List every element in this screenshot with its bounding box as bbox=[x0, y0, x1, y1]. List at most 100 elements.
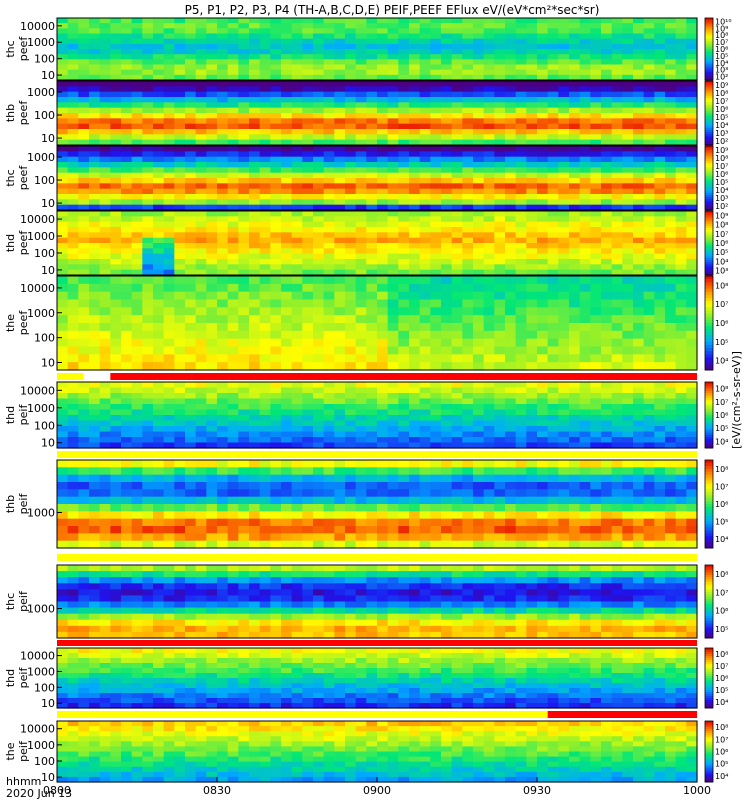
heatmap-cell bbox=[547, 123, 559, 130]
heatmap-cell bbox=[67, 18, 79, 24]
heatmap-cell bbox=[217, 253, 229, 260]
heatmap-cell bbox=[537, 315, 549, 324]
heatmap-cell bbox=[558, 54, 570, 60]
heatmap-cell bbox=[654, 199, 666, 206]
heatmap-cell bbox=[206, 518, 218, 527]
heatmap-cell bbox=[249, 64, 261, 71]
heatmap-cell bbox=[505, 194, 517, 200]
heatmap-cell bbox=[227, 134, 239, 141]
heatmap-cell bbox=[206, 167, 218, 174]
heatmap-cell bbox=[323, 420, 335, 427]
heatmap-cell bbox=[462, 129, 474, 135]
heatmap-cell bbox=[238, 227, 250, 233]
heatmap-cell bbox=[451, 64, 463, 71]
heatmap-cell bbox=[409, 102, 421, 109]
heatmap-cell bbox=[313, 113, 325, 119]
heatmap-cell bbox=[419, 259, 431, 265]
heatmap-cell bbox=[281, 81, 293, 87]
heatmap-cell bbox=[110, 387, 122, 394]
heatmap-cell bbox=[387, 221, 399, 228]
heatmap-cell bbox=[654, 307, 666, 316]
heatmap-cell bbox=[665, 123, 677, 130]
heatmap-cell bbox=[334, 460, 346, 468]
heatmap-cell bbox=[142, 129, 154, 135]
panel-frame bbox=[56, 381, 698, 449]
heatmap-cell bbox=[441, 69, 453, 76]
colorbar-segment bbox=[705, 130, 713, 133]
heatmap-cell bbox=[291, 307, 303, 316]
heatmap-cell bbox=[259, 409, 271, 416]
heatmap-cell bbox=[110, 113, 122, 119]
heatmap-cell bbox=[323, 204, 335, 211]
heatmap-cell bbox=[387, 264, 399, 271]
heatmap-cell bbox=[131, 442, 143, 449]
heatmap-cell bbox=[142, 188, 154, 195]
colorbar-tick-label: 10⁷ bbox=[715, 162, 728, 171]
heatmap-cell bbox=[249, 221, 261, 228]
heatmap-cell bbox=[643, 97, 655, 103]
heatmap-cell bbox=[67, 307, 79, 316]
heatmap-cell bbox=[526, 81, 538, 87]
heatmap-cell bbox=[451, 307, 463, 316]
heatmap-cell bbox=[334, 248, 346, 255]
heatmap-cell bbox=[227, 420, 239, 427]
heatmap-cell bbox=[281, 69, 293, 76]
heatmap-cell bbox=[505, 283, 517, 293]
heatmap-cell bbox=[515, 346, 527, 355]
heatmap-cell bbox=[665, 199, 677, 206]
heatmap-cell bbox=[633, 323, 645, 332]
heatmap-cell bbox=[110, 156, 122, 163]
heatmap-cell bbox=[131, 54, 143, 60]
heatmap-cell bbox=[142, 291, 154, 301]
heatmap-cell bbox=[302, 415, 314, 422]
heatmap-cell bbox=[57, 49, 69, 55]
heatmap-cell bbox=[89, 97, 101, 103]
heatmap-cell bbox=[142, 437, 154, 444]
heatmap-cell bbox=[654, 232, 666, 239]
heatmap-cell bbox=[142, 315, 154, 324]
heatmap-cell bbox=[430, 129, 442, 135]
heatmap-cell bbox=[441, 330, 453, 340]
heatmap-cell bbox=[67, 216, 79, 223]
y-tick-label: 10 bbox=[41, 357, 55, 370]
heatmap-cell bbox=[131, 156, 143, 163]
heatmap-cell bbox=[377, 330, 389, 340]
heatmap-cell bbox=[441, 283, 453, 293]
heatmap-cell bbox=[323, 118, 335, 125]
heatmap-cell bbox=[57, 151, 69, 158]
heatmap-cell bbox=[142, 118, 154, 125]
colorbar-segment bbox=[705, 282, 713, 286]
heatmap-cell bbox=[441, 146, 453, 152]
heatmap-cell bbox=[334, 227, 346, 233]
heatmap-cell bbox=[121, 33, 133, 40]
heatmap-cell bbox=[654, 237, 666, 244]
heatmap-cell bbox=[515, 291, 527, 301]
heatmap-cell bbox=[569, 167, 581, 174]
heatmap-cell bbox=[174, 415, 186, 422]
heatmap-cell bbox=[611, 211, 623, 217]
y-tick-label: 1000 bbox=[27, 151, 55, 164]
heatmap-cell bbox=[78, 253, 90, 260]
heatmap-cell bbox=[291, 113, 303, 119]
heatmap-cell bbox=[238, 221, 250, 228]
heatmap-cell bbox=[473, 188, 485, 195]
heatmap-cell bbox=[238, 113, 250, 119]
heatmap-cell bbox=[505, 151, 517, 158]
heatmap-cell bbox=[473, 237, 485, 244]
heatmap-cell bbox=[398, 221, 410, 228]
heatmap-cell bbox=[185, 243, 197, 249]
heatmap-cell bbox=[451, 146, 463, 152]
heatmap-cell bbox=[270, 167, 282, 174]
heatmap-cell bbox=[57, 54, 69, 60]
panel-frame bbox=[56, 275, 698, 371]
heatmap-cell bbox=[579, 64, 591, 71]
heatmap-cell bbox=[494, 204, 506, 211]
heatmap-cell bbox=[313, 338, 325, 348]
heatmap-cell bbox=[611, 291, 623, 301]
heatmap-cell bbox=[601, 362, 613, 371]
heatmap-cell bbox=[195, 409, 207, 416]
heatmap-cell bbox=[355, 420, 367, 427]
colorbar-tick-label: 10⁹ bbox=[715, 24, 728, 33]
heatmap-cell bbox=[334, 54, 346, 60]
heatmap-cell bbox=[654, 354, 666, 363]
